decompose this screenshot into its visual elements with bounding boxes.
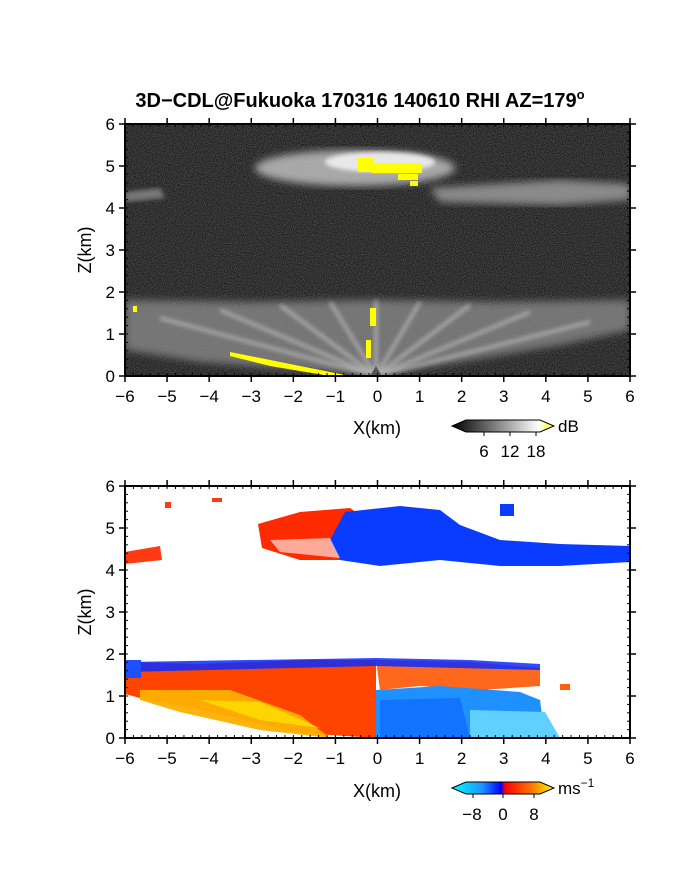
velocity-field [125, 486, 630, 738]
colorbar-vel-tick-1: −8 [462, 805, 481, 824]
colorbar-db: 6 12 18 dB [450, 417, 579, 461]
y-tick-label-bottom: 6 [106, 477, 115, 496]
y-tick-label-bottom: 3 [106, 603, 115, 622]
y-tick-label-top: 3 [106, 241, 115, 260]
x-tick-label-bottom: 6 [625, 749, 634, 768]
y-axis-label-bottom: Z(km) [75, 589, 95, 636]
x-tick-label-top: −5 [157, 387, 176, 406]
x-tick-label-bottom: −4 [199, 749, 218, 768]
backscatter-field [125, 124, 630, 376]
x-axis-label-top: X(km) [353, 418, 401, 438]
axes-top: −6 −5 −4 −3 −2 −1 0 1 2 3 4 5 6 0 1 2 3 4 5 6 [106, 115, 636, 406]
y-tick-label-top: 6 [106, 115, 115, 134]
x-tick-label-bottom: −6 [115, 749, 134, 768]
y-tick-label-bottom: 4 [106, 561, 115, 580]
y-tick-label-top: 1 [106, 325, 115, 344]
x-axis-label-bottom: X(km) [353, 781, 401, 801]
x-tick-label-top: 4 [541, 387, 550, 406]
y-tick-label-bottom: 1 [106, 687, 115, 706]
colorbar-db-tick-2: 12 [501, 442, 520, 461]
x-tick-label-top: 1 [415, 387, 424, 406]
y-tick-label-top: 4 [106, 199, 115, 218]
x-tick-label-top: −2 [284, 387, 303, 406]
x-tick-label-top: −4 [199, 387, 218, 406]
y-axis-label-top: Z(km) [75, 227, 95, 274]
x-tick-label-top: 6 [625, 387, 634, 406]
x-tick-label-bottom: 2 [457, 749, 466, 768]
colorbar-db-unit: dB [558, 417, 579, 436]
x-tick-label-bottom: −2 [284, 749, 303, 768]
x-tick-label-bottom: 4 [541, 749, 550, 768]
y-tick-label-top: 5 [106, 157, 115, 176]
y-tick-label-bottom: 2 [106, 645, 115, 664]
panel-bottom: −6 −5 −4 −3 −2 −1 0 1 2 3 4 5 6 0 1 2 3 4 5 6 Z(km) X(km) −… [75, 477, 636, 824]
x-tick-label-top: −3 [242, 387, 261, 406]
colorbar-vel-unit: ms−1 [558, 776, 595, 798]
chart-title-top: 3D−CDL@Fukuoka 170316 140610 RHI AZ=179o [135, 87, 584, 112]
x-tick-label-top: 5 [583, 387, 592, 406]
colorbar-velocity: −8 0 8 ms−1 [450, 776, 595, 824]
velocity-upper-negative [330, 506, 630, 566]
x-tick-label-top: 2 [457, 387, 466, 406]
x-tick-label-bottom: 1 [415, 749, 424, 768]
x-tick-label-top: −1 [326, 387, 345, 406]
y-tick-label-bottom: 0 [106, 729, 115, 748]
x-tick-label-bottom: −3 [242, 749, 261, 768]
y-tick-label-bottom: 5 [106, 519, 115, 538]
axes-bottom: −6 −5 −4 −3 −2 −1 0 1 2 3 4 5 6 0 1 2 3 4 5 6 [106, 477, 636, 768]
x-tick-label-top: −6 [115, 387, 134, 406]
y-tick-label-top: 2 [106, 283, 115, 302]
x-tick-label-bottom: −1 [326, 749, 345, 768]
x-tick-label-top: 0 [373, 387, 382, 406]
colorbar-db-tick-1: 6 [479, 442, 488, 461]
x-tick-label-bottom: 0 [373, 749, 382, 768]
colorbar-vel-tick-2: 0 [498, 805, 507, 824]
colorbar-db-tick-3: 18 [527, 442, 546, 461]
x-tick-label-bottom: 5 [583, 749, 592, 768]
x-tick-label-bottom: −5 [157, 749, 176, 768]
y-tick-label-top: 0 [106, 367, 115, 386]
x-tick-label-bottom: 3 [499, 749, 508, 768]
colorbar-vel-tick-3: 8 [529, 805, 538, 824]
x-tick-label-top: 3 [499, 387, 508, 406]
high-echo-regions [133, 158, 422, 376]
